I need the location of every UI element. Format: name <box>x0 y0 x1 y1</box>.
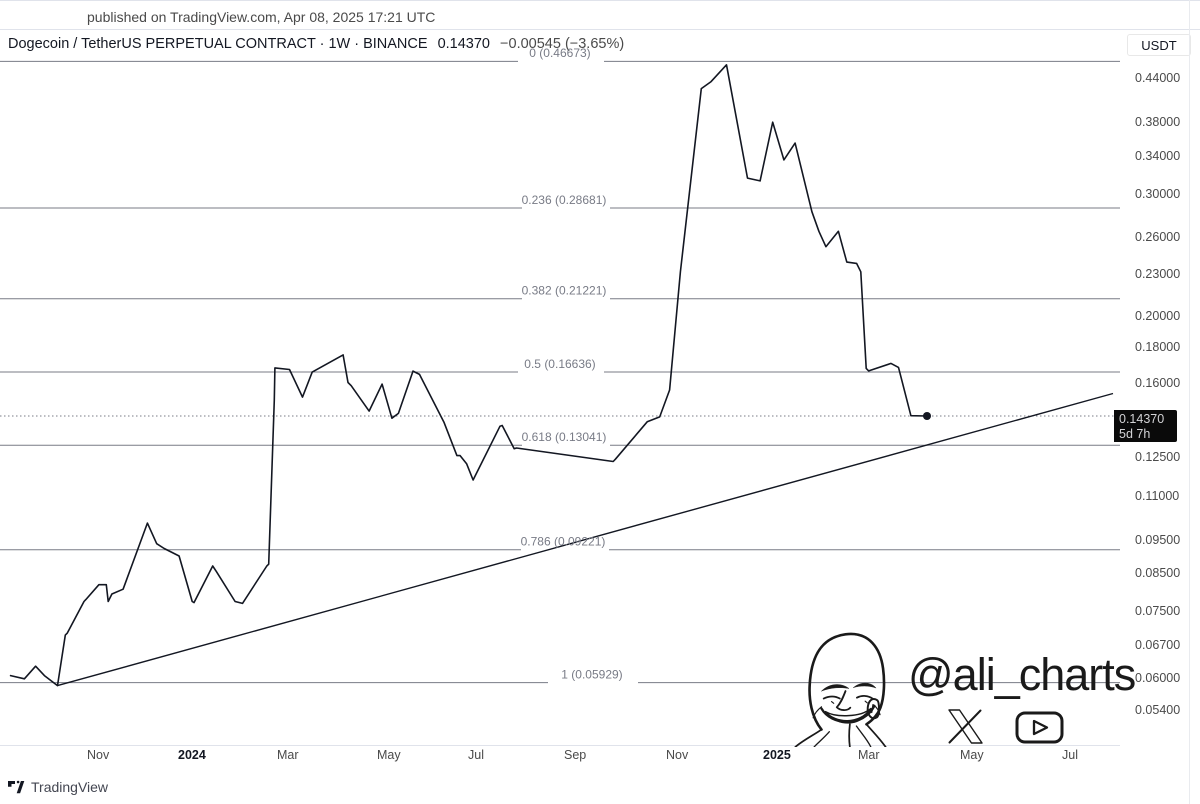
svg-text:1 (0.05929): 1 (0.05929) <box>561 668 622 682</box>
svg-text:0.786 (0.09221): 0.786 (0.09221) <box>521 535 606 549</box>
svg-text:0.382 (0.21221): 0.382 (0.21221) <box>522 284 607 298</box>
svg-text:0.618 (0.13041): 0.618 (0.13041) <box>522 430 607 444</box>
svg-text:0 (0.46673): 0 (0.46673) <box>529 46 590 60</box>
svg-text:0.5 (0.16636): 0.5 (0.16636) <box>524 357 595 371</box>
svg-text:0.236 (0.28681): 0.236 (0.28681) <box>522 193 607 207</box>
